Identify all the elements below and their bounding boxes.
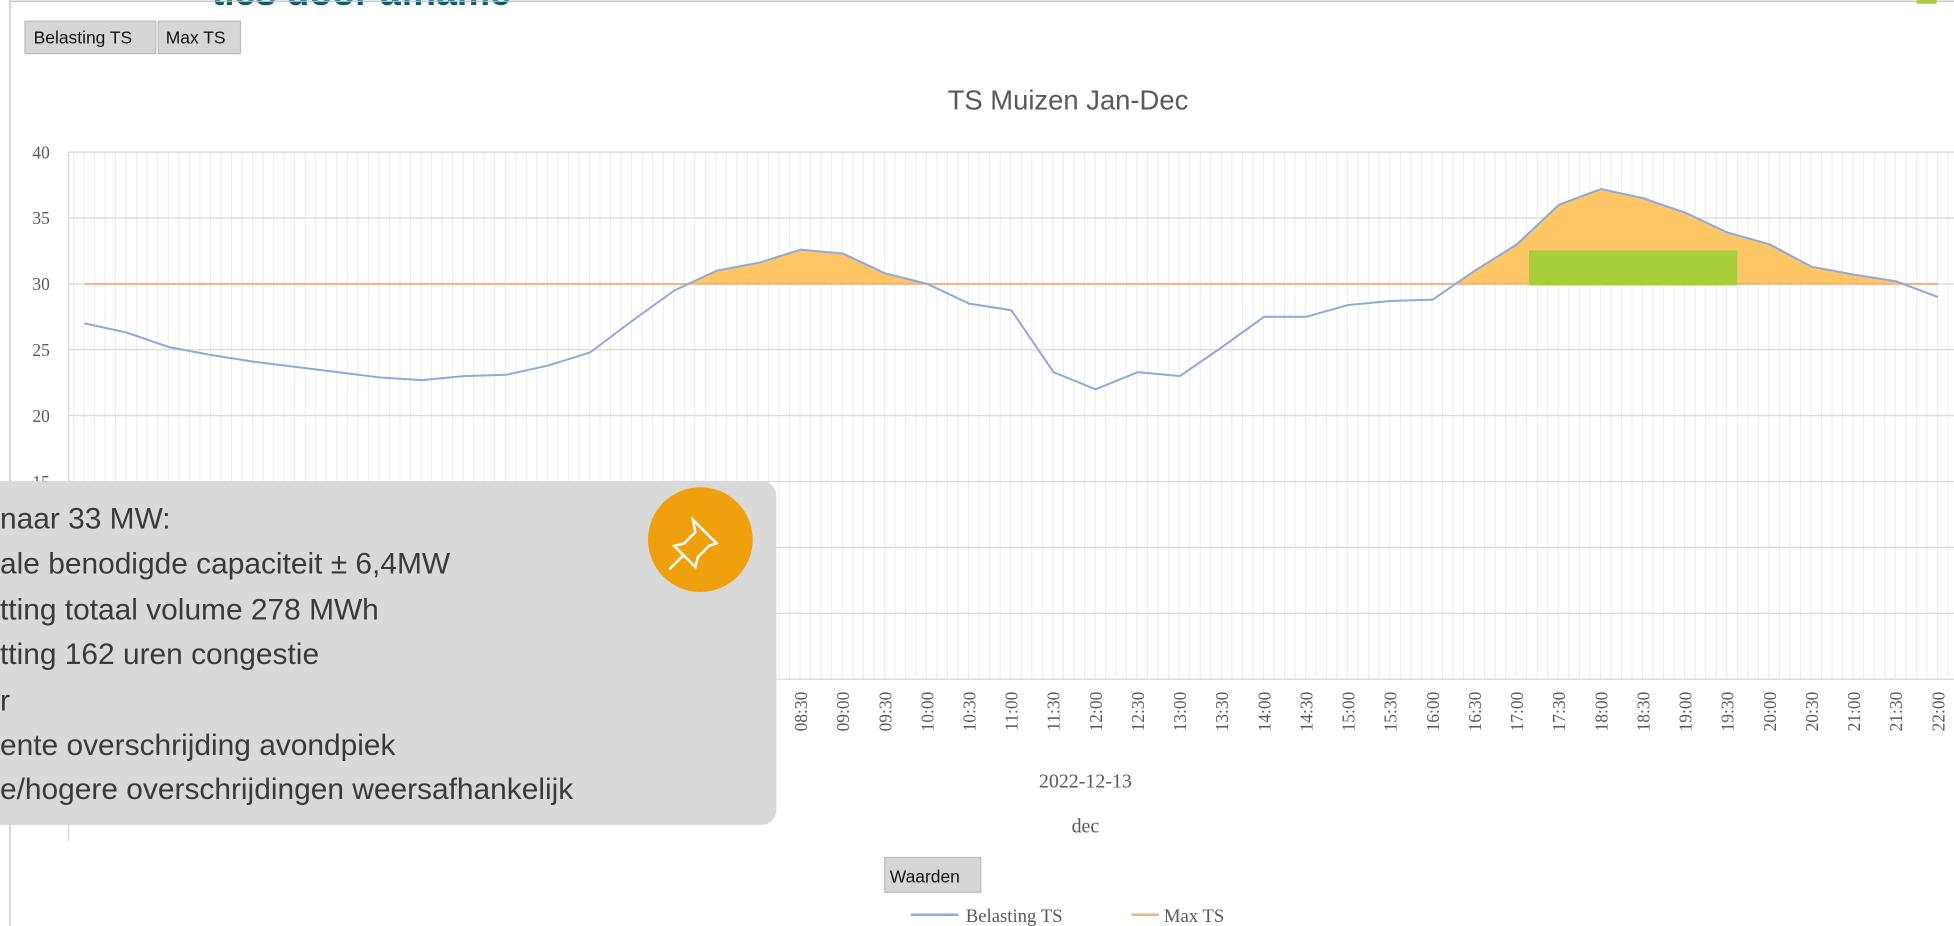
field-button-label: Max TS: [166, 28, 226, 48]
x-tick-label: 14:00: [1254, 691, 1274, 731]
x-tick-label: 11:00: [1002, 691, 1022, 730]
x-tick-label: 17:00: [1507, 691, 1527, 731]
x-tick-label: 18:30: [1633, 691, 1653, 731]
highlight-box: [1529, 250, 1738, 286]
field-button[interactable]: [157, 20, 242, 55]
pin-glyph: [668, 515, 719, 571]
x-axis-label: 2022-12-13: [1039, 771, 1132, 793]
x-tick-label: 19:30: [1718, 691, 1738, 731]
corner-mark: [1916, 0, 1937, 4]
note-line: ale benodigde capaciteit ± 6,4MW: [0, 547, 451, 580]
legend-label: Belasting TS: [966, 906, 1063, 926]
y-tick-label: 30: [32, 274, 50, 294]
field-button-label: Belasting TS: [34, 28, 133, 48]
field-button[interactable]: [24, 20, 157, 55]
x-tick-label: 13:30: [1212, 691, 1232, 731]
x-tick-label: 16:30: [1465, 691, 1485, 731]
x-tick-label: 10:30: [960, 691, 980, 731]
x-tick-label: 21:00: [1844, 691, 1864, 731]
note-line: tting 162 uren congestie: [0, 638, 319, 671]
pin-icon[interactable]: [648, 487, 753, 592]
note-line: r: [0, 684, 10, 717]
note-box: [0, 481, 777, 826]
note-line: tting totaal volume 278 MWh: [0, 593, 379, 626]
x-tick-label: 13:00: [1170, 691, 1190, 731]
y-tick-label: 35: [32, 208, 50, 228]
series-line: [84, 187, 1939, 391]
note-text: naar 33 MW: ale benodigde capaciteit ± 6,…: [0, 502, 573, 805]
x-tick-label: 09:30: [875, 691, 895, 731]
x-tick-label: 20:00: [1760, 691, 1780, 731]
note-line: e/hogere overschrijdingen weersafhankeli…: [0, 773, 573, 806]
x-tick-label: 19:00: [1676, 691, 1696, 731]
legend-label: Max TS: [1164, 906, 1224, 926]
x-tick-label: 12:00: [1086, 691, 1106, 731]
x-tick-label: 16:00: [1423, 691, 1443, 731]
page-title: ties door afname: [212, 0, 511, 13]
y-tick-label: 25: [32, 340, 50, 360]
x-tick-label: 12:30: [1128, 691, 1148, 731]
x-tick-label: 22:00: [1928, 691, 1948, 731]
x-tick-label: 18:00: [1591, 691, 1611, 731]
legend: Belasting TS Max TS: [910, 906, 1224, 926]
note-line: ente overschrijding avondpiek: [0, 729, 396, 762]
x-tick-label: 11:30: [1044, 691, 1064, 730]
x-tick-label: 21:30: [1886, 691, 1906, 731]
x-tick-label: 20:30: [1802, 691, 1822, 731]
y-tick-label: 20: [32, 406, 50, 426]
values-button[interactable]: [884, 856, 982, 893]
x-tick-label: 08:30: [791, 691, 811, 731]
values-button-label: Waarden: [890, 866, 960, 886]
x-axis-group-label: dec: [1072, 815, 1100, 837]
x-tick-label: 17:30: [1549, 691, 1569, 731]
x-tick-label: 09:00: [833, 691, 853, 731]
y-tick-label: 40: [32, 142, 50, 162]
x-tick-label: 10:00: [917, 691, 937, 731]
x-tick-label: 15:30: [1381, 691, 1401, 731]
x-tick-label: 15:00: [1339, 691, 1359, 731]
note-line: naar 33 MW:: [0, 502, 171, 535]
chart-title: TS Muizen Jan-Dec: [948, 85, 1189, 116]
x-tick-label: 14:30: [1296, 691, 1316, 731]
